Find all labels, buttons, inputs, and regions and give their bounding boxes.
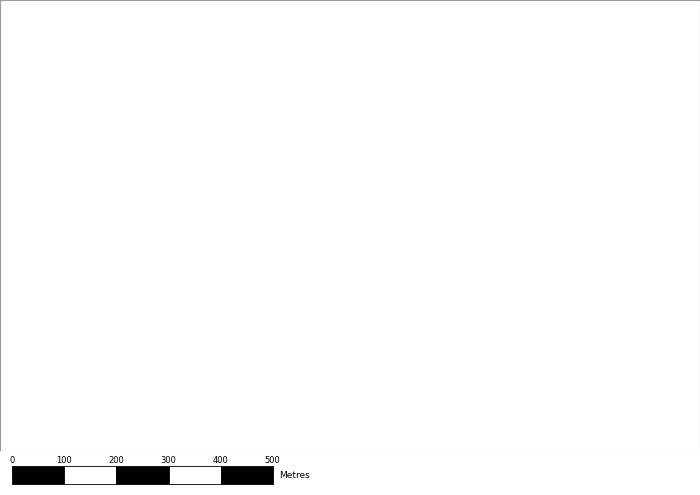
Text: Metres: Metres xyxy=(279,471,309,480)
Text: 200: 200 xyxy=(108,456,125,465)
Bar xyxy=(169,466,220,484)
Bar xyxy=(220,466,272,484)
Text: 100: 100 xyxy=(57,456,72,465)
Bar xyxy=(116,466,169,484)
Text: 500: 500 xyxy=(265,456,281,465)
Bar xyxy=(64,466,116,484)
Text: 0: 0 xyxy=(10,456,15,465)
Text: 400: 400 xyxy=(213,456,228,465)
Text: 300: 300 xyxy=(160,456,176,465)
Bar xyxy=(13,466,64,484)
